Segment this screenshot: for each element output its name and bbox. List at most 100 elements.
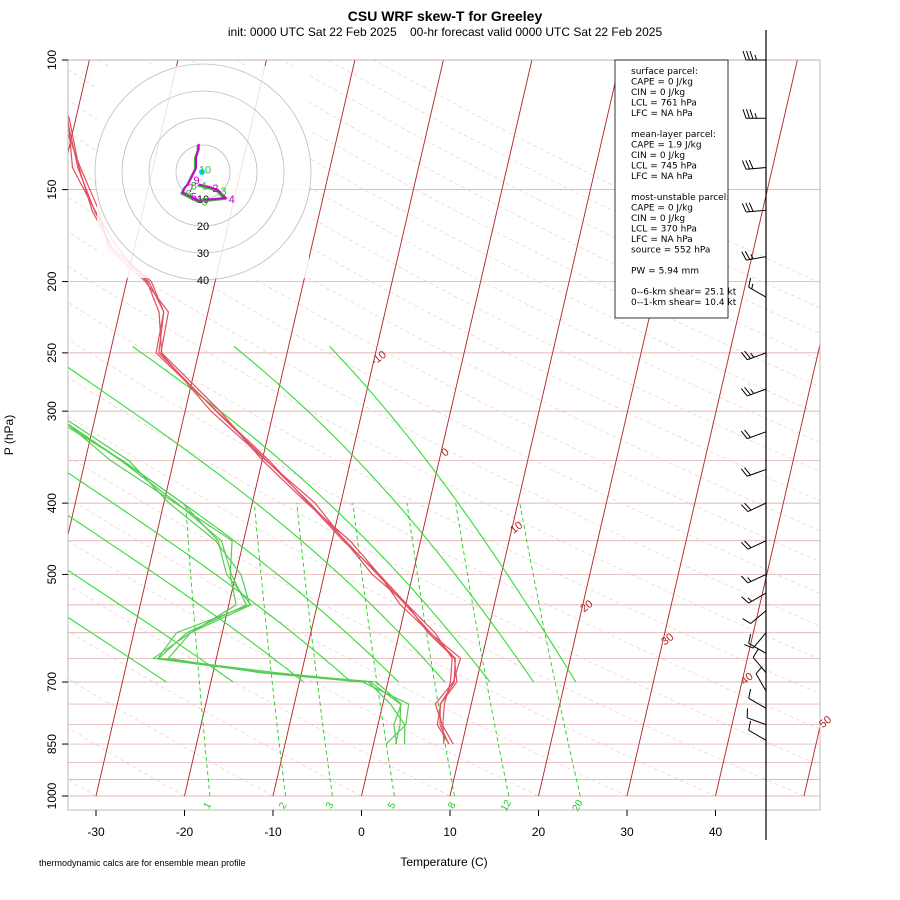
x-tick-label: -30: [87, 825, 105, 839]
wind-barb-flag: [745, 160, 751, 170]
info-line: LFC = NA hPa: [631, 109, 693, 119]
wind-barb: [755, 666, 767, 692]
y-tick-label: 400: [45, 493, 59, 513]
x-tick-label: 20: [532, 825, 546, 839]
wind-barb-staff: [752, 657, 767, 674]
wind-barb-flag: [748, 720, 752, 731]
wind-barb-flag: [740, 504, 749, 512]
hodograph-point-label: 3: [221, 186, 227, 198]
wind-barb-flag: [740, 388, 748, 397]
wind-barb-half: [750, 389, 755, 394]
wind-barb-flag: [740, 575, 749, 584]
y-tick-label: 700: [45, 672, 59, 692]
isotherm-label: 50: [817, 714, 834, 731]
isotherm-line: [626, 60, 798, 797]
wind-barb: [740, 467, 767, 477]
mixing-ratio-line: [253, 503, 287, 797]
wind-barb-flag: [744, 540, 752, 549]
wind-barb-staff: [755, 673, 767, 692]
dry-adiabat: [68, 266, 820, 660]
isotherm-label: 20: [578, 598, 595, 615]
y-tick-label: 250: [45, 343, 59, 363]
wind-barb: [740, 350, 767, 361]
wind-barb-flag: [746, 50, 750, 61]
moist-adiabat: [233, 345, 535, 683]
info-line: LCL = 761 hPa: [631, 99, 697, 109]
wind-barb-flag: [742, 50, 747, 61]
hodograph-ring: [148, 117, 258, 227]
wind-barb: [748, 720, 767, 741]
hodograph-point-label: 1: [202, 181, 208, 193]
info-line: 0--6-km shear= 25.1 kt: [631, 288, 737, 298]
info-box-frame: [614, 59, 729, 319]
info-line: source = 552 hPa: [631, 246, 710, 256]
wind-barb: [744, 632, 767, 649]
wind-barb-flag: [744, 387, 751, 396]
plot-frame: [67, 59, 821, 811]
wind-barb-flag: [744, 250, 751, 260]
y-tick-label: 100: [45, 50, 59, 70]
moist-adiabat: [68, 366, 446, 683]
hodograph-point-label: 4: [229, 194, 235, 206]
hodograph-point-label: 7: [188, 183, 194, 195]
y-tick-label: 850: [45, 734, 59, 754]
mixing-ratio-label: 3: [324, 800, 337, 811]
isotherm-label: 40: [739, 671, 756, 688]
isotherm-label: 10: [508, 519, 525, 536]
info-line: CAPE = 0 J/kg: [631, 78, 693, 88]
wind-barb-staff: [748, 729, 767, 741]
x-tick-label: 10: [443, 825, 457, 839]
hodograph-ring-label: 40: [197, 275, 209, 287]
info-line: CIN = 0 J/kg: [631, 214, 685, 224]
isotherm-label: -10: [369, 349, 389, 368]
wind-barb-half: [750, 254, 754, 260]
hodograph-point-label: 2: [212, 183, 218, 195]
dry-adiabat: [98, 60, 820, 443]
mixing-ratio-line: [455, 503, 510, 797]
mixing-ratio-label: 5: [386, 800, 399, 811]
moist-adiabat: [132, 345, 491, 683]
isotherm-line: [361, 60, 533, 797]
x-tick-label: 30: [620, 825, 634, 839]
mixing-ratio-line: [185, 503, 211, 797]
hodograph-ring-label: 20: [197, 221, 209, 233]
mixing-ratio-label: 1: [202, 800, 215, 811]
mixing-ratio-line: [406, 503, 455, 797]
wind-barb-half: [747, 577, 752, 582]
hodograph-ring: [175, 144, 231, 200]
isotherm-label: 0: [439, 446, 451, 459]
wind-barb-staff: [752, 632, 767, 649]
isotherm-line: [715, 342, 820, 797]
wind-barb-flag: [748, 277, 752, 288]
wind-barb-flag: [752, 649, 759, 658]
wind-barb-flag: [740, 541, 749, 550]
x-axis-label: Temperature (C): [400, 855, 487, 869]
wind-barb-flag: [749, 50, 754, 61]
hodograph-point-label: 5: [202, 197, 208, 209]
wind-barb-flag: [740, 468, 748, 477]
wind-barb-flag: [741, 160, 747, 170]
wind-barb-half: [747, 597, 753, 602]
info-line: PW = 5.94 mm: [631, 267, 699, 277]
isotherm-line: [449, 60, 621, 797]
wind-barb-flag: [748, 159, 754, 169]
dry-adiabat: [68, 301, 820, 695]
dry-adiabat: [68, 584, 451, 797]
wind-barb: [740, 387, 767, 397]
wind-barb: [740, 540, 767, 550]
wind-barb: [741, 250, 767, 261]
isotherm-line: [272, 60, 444, 797]
wind-barb-flag: [744, 350, 751, 359]
hodograph-trace: [181, 143, 228, 202]
wind-barb-flag: [741, 203, 747, 213]
wind-barb-staff: [747, 717, 767, 726]
wind-barb-flag: [744, 502, 752, 511]
wind-barb-flag: [744, 467, 751, 476]
wind-barb-half: [751, 283, 754, 290]
wind-barb-half: [754, 113, 757, 119]
moist-adiabat: [68, 472, 352, 683]
dry-adiabat: [190, 60, 820, 388]
